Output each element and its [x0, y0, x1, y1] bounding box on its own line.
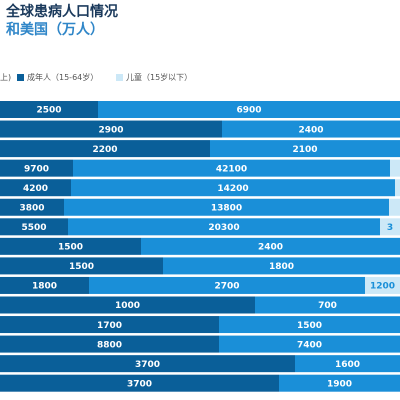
bar-segment-row5-series2	[71, 179, 395, 197]
data-label-row1-series2: 6900	[236, 106, 261, 116]
bar-segment-row6-series1	[0, 198, 64, 216]
data-label-row6-series2: 13800	[211, 203, 242, 213]
bar-segment-row10-series1	[0, 276, 89, 294]
data-label-row7-series1: 5500	[21, 223, 46, 233]
data-label-row2-series2: 2400	[298, 125, 323, 135]
data-label-row12-series1: 1700	[97, 321, 122, 331]
data-label-row13-series2: 7400	[297, 340, 322, 350]
legend-swatch-children	[116, 74, 123, 81]
bar-segment-row6-series3	[389, 198, 400, 216]
bar-segment-row2-series1	[0, 120, 222, 138]
data-label-row10-series2: 2700	[214, 282, 239, 292]
bar-segment-row7-series2	[68, 218, 380, 236]
data-label-row9-series1: 1500	[69, 262, 94, 272]
data-label-row10-series1: 1800	[32, 282, 57, 292]
bar-segment-row7-series3	[380, 218, 400, 236]
data-label-row7-series2: 20300	[208, 223, 239, 233]
data-label-row14-series1: 3700	[135, 360, 160, 370]
bar-segment-row15-series2	[279, 374, 400, 392]
bar-segment-row2-series2	[222, 120, 400, 138]
bar-segment-row15-series1	[0, 374, 279, 392]
bar-segment-row12-series2	[219, 316, 400, 334]
data-label-row5-series1: 4200	[23, 184, 48, 194]
data-label-row5-series2: 14200	[217, 184, 248, 194]
data-label-row15-series2: 1900	[327, 379, 352, 389]
data-label-row4-series1: 9700	[24, 164, 49, 174]
bar-segment-row5-series1	[0, 179, 71, 197]
data-label-row9-series2: 1800	[269, 262, 294, 272]
data-label-row12-series2: 1500	[297, 321, 322, 331]
data-label-row11-series1: 1000	[115, 301, 140, 311]
data-label-row4-series2: 42100	[216, 164, 247, 174]
legend-item-children: 儿童（15岁以下）	[126, 73, 193, 82]
data-label-row1-series1: 2500	[36, 106, 61, 116]
bar-segment-row4-series3	[390, 159, 400, 177]
data-label-row14-series2: 1600	[335, 360, 360, 370]
data-label-row3-series1: 2200	[92, 145, 117, 155]
bar-segment-row8-series1	[0, 237, 141, 255]
bar-segment-row6-series2	[64, 198, 389, 216]
legend-item-adults: 成年人（15-64岁）	[27, 73, 99, 82]
data-label-row7-series3: 3	[387, 223, 393, 233]
bar-segment-row13-series2	[219, 335, 400, 353]
bar-segment-row3-series2	[210, 140, 400, 158]
bar-segment-row5-series3	[395, 179, 400, 197]
bar-segment-row4-series1	[0, 159, 73, 177]
data-label-row10-series3: 1200	[370, 282, 395, 292]
data-label-row6-series1: 3800	[19, 203, 44, 213]
bar-segment-row13-series1	[0, 335, 219, 353]
data-label-row3-series2: 2100	[292, 145, 317, 155]
bar-segment-row10-series3	[365, 276, 400, 294]
bar-segment-row11-series2	[255, 296, 400, 314]
bar-segment-row8-series2	[141, 237, 400, 255]
bar-segment-row9-series1	[0, 257, 163, 275]
bar-segment-row1-series2	[98, 101, 400, 118]
bar-segment-row9-series2	[163, 257, 400, 275]
bar-segment-row10-series2	[89, 276, 365, 294]
legend-swatch-adults	[17, 74, 24, 81]
data-label-row13-series1: 8800	[97, 340, 122, 350]
bar-segment-row14-series1	[0, 355, 295, 373]
chart-title: 全球患病人口情况	[6, 4, 118, 20]
data-label-row8-series2: 2400	[258, 243, 283, 253]
bar-segment-row11-series1	[0, 296, 255, 314]
data-label-row15-series1: 3700	[127, 379, 152, 389]
bar-segment-row1-series1	[0, 101, 98, 118]
bar-segment-row14-series2	[295, 355, 400, 373]
bar-segment-row7-series1	[0, 218, 68, 236]
legend-item-older: 上)	[0, 73, 12, 82]
data-label-row11-series2: 700	[318, 301, 337, 311]
bar-segment-row3-series1	[0, 140, 210, 158]
bar-segment-row12-series1	[0, 316, 219, 334]
data-label-row8-series1: 1500	[58, 243, 83, 253]
data-label-row2-series1: 2900	[98, 125, 123, 135]
bar-segment-row4-series2	[73, 159, 390, 177]
chart-subtitle: 和美国（万人）	[6, 22, 104, 38]
